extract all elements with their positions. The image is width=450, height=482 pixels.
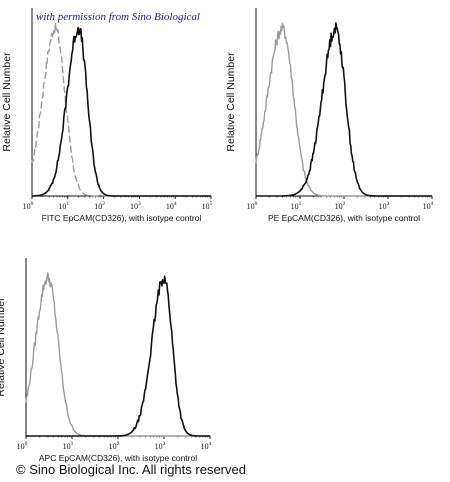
x-tick-label: 100 — [17, 441, 28, 451]
x-axis-label: APC EpCAM(CD326), with isotype control — [39, 453, 197, 463]
epcam-stained-histogram — [31, 26, 212, 197]
x-tick-label: 104 — [201, 441, 212, 451]
x-tick-label: 101 — [291, 201, 302, 211]
y-axis-label: Relative Cell Number — [1, 52, 13, 152]
flow-histogram-apc: Relative Cell Number 100 101 102 103 104 APC E… — [0, 258, 212, 463]
copyright-notice: © Sino Biological Inc. All rights reserv… — [16, 462, 246, 477]
x-tick-label: 100 — [23, 201, 34, 211]
x-tick-label: 102 — [109, 441, 120, 451]
y-axis-label: Relative Cell Number — [225, 52, 237, 152]
y-axis-label: Relative Cell Number — [0, 297, 7, 397]
x-tick-label: 105 — [202, 201, 213, 211]
epcam-stained-histogram — [255, 22, 433, 197]
x-tick-label: 101 — [63, 441, 74, 451]
x-tick-label: 103 — [130, 201, 141, 211]
watermark: with permission from Sino Biological — [36, 11, 200, 23]
x-axis-label: PE EpCAM(CD326), with isotype control — [268, 213, 420, 223]
x-tick-label: 104 — [166, 201, 177, 211]
isotype-control-histogram — [255, 22, 432, 197]
isotype-control-histogram — [25, 272, 210, 437]
x-tick-label: 103 — [155, 441, 166, 451]
x-tick-label: 100 — [247, 201, 258, 211]
x-tick-label: 102 — [335, 201, 346, 211]
epcam-stained-histogram — [25, 275, 211, 437]
isotype-control-histogram — [31, 21, 211, 197]
x-tick-label: 104 — [423, 201, 434, 211]
flow-histogram-fitc: Relative Cell Number 100 101 102 103 104 105FI… — [1, 8, 213, 223]
x-tick-label: 102 — [94, 201, 105, 211]
x-axis-label: FITC EpCAM(CD326), with isotype control — [42, 213, 202, 223]
x-tick-label: 101 — [58, 201, 69, 211]
x-tick-label: 103 — [379, 201, 390, 211]
